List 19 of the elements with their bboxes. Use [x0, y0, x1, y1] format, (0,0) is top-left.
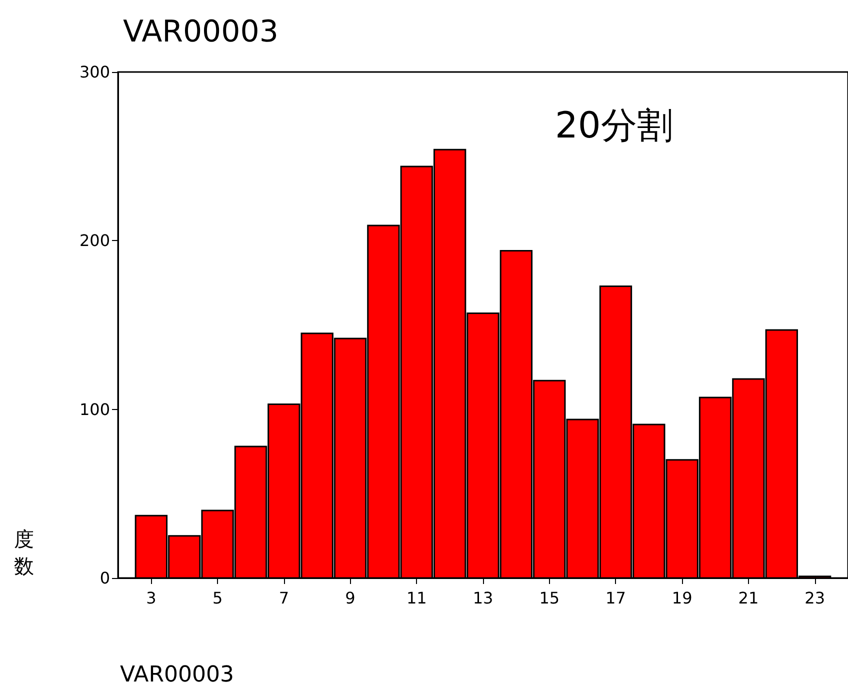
x-tick-label: 11 [406, 588, 427, 608]
x-axis-title: VAR00003 [120, 662, 234, 688]
y-tick-label: 300 [79, 62, 110, 82]
x-tick-label: 13 [472, 588, 494, 608]
y-tick-label: 0 [100, 568, 110, 588]
x-tick-label: 21 [738, 588, 759, 608]
x-tick-label: 23 [804, 588, 825, 608]
chart-title: VAR00003 [123, 14, 278, 50]
x-tick-label: 19 [672, 588, 692, 608]
x-tick-label: 9 [345, 588, 356, 608]
y-tick-label: 100 [79, 400, 110, 419]
annotation: 20分割 [555, 106, 673, 146]
x-tick-label: 3 [146, 588, 156, 608]
x-tick-label: 7 [278, 588, 290, 608]
y-tick-label: 200 [79, 231, 110, 250]
y-axis-title: 度数 [14, 526, 35, 580]
x-tick-label: 15 [539, 588, 560, 608]
x-tick-label: 5 [212, 588, 223, 608]
x-tick-label: 17 [606, 588, 626, 608]
